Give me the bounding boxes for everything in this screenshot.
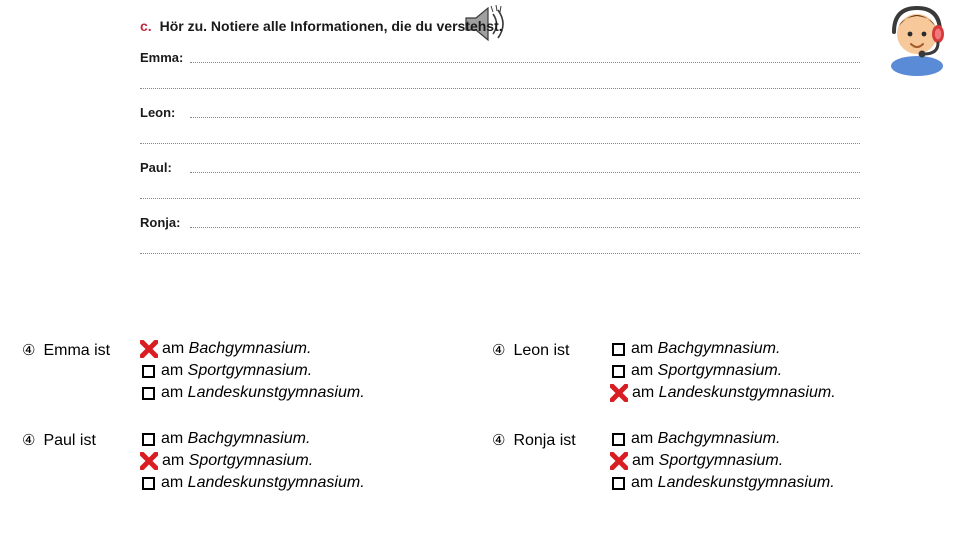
quiz-prompt: ④ Ronja ist xyxy=(492,430,612,492)
options-list: am Bachgymnasium. am Sportgymnasium. am … xyxy=(612,340,836,402)
quiz-cell-ronja: ④ Ronja ist am Bachgymnasium. am Sportgym… xyxy=(492,430,938,492)
instruction-text: Hör zu. Notiere alle Informationen, die … xyxy=(160,18,503,34)
checkbox-icon xyxy=(612,343,625,356)
option-landes: am Landeskunstgymnasium. xyxy=(612,474,835,492)
options-list: am Bachgymnasium. am Sportgymnasium. am … xyxy=(142,430,365,492)
writeline-label: Leon: xyxy=(140,105,190,120)
x-mark-icon xyxy=(140,340,158,358)
writeline-paul: Paul: xyxy=(140,160,860,175)
quiz-grid: ④ Emma ist am Bachgymnasium. am Sportgymn… xyxy=(22,340,938,492)
checkbox-icon xyxy=(142,477,155,490)
option-bach: am Bachgymnasium. xyxy=(142,340,365,358)
number-icon: ④ xyxy=(492,431,505,449)
writeline-label: Emma: xyxy=(140,50,190,65)
writeline-blank xyxy=(140,79,860,91)
checkbox-icon xyxy=(612,477,625,490)
number-icon: ④ xyxy=(492,341,505,359)
quiz-cell-paul: ④ Paul ist am Bachgymnasium. am Sportgymn… xyxy=(22,430,492,492)
writeline-blank xyxy=(140,244,860,256)
x-mark-icon xyxy=(610,452,628,470)
quiz-prompt: ④ Paul ist xyxy=(22,430,142,492)
number-icon: ④ xyxy=(22,341,35,359)
section-letter: c. xyxy=(140,18,152,34)
x-mark-icon xyxy=(610,384,628,402)
dotted-line xyxy=(190,108,860,118)
checkbox-icon xyxy=(612,365,625,378)
support-avatar-icon xyxy=(882,4,952,76)
writeline-blank xyxy=(140,134,860,146)
dotted-line xyxy=(140,189,860,199)
dotted-line xyxy=(190,163,860,173)
number-icon: ④ xyxy=(22,431,35,449)
writeline-ronja: Ronja: xyxy=(140,215,860,230)
option-sport: am Sportgymnasium. xyxy=(612,362,836,380)
writeline-emma: Emma: xyxy=(140,50,860,65)
checkbox-icon xyxy=(142,365,155,378)
option-sport: am Sportgymnasium. xyxy=(612,452,835,470)
quiz-cell-leon: ④ Leon ist am Bachgymnasium. am Sportgymn… xyxy=(492,340,938,402)
quiz-row: ④ Paul ist am Bachgymnasium. am Sportgymn… xyxy=(22,430,938,492)
prompt-text: Emma ist xyxy=(43,342,110,359)
checkbox-icon xyxy=(142,433,155,446)
option-bach: am Bachgymnasium. xyxy=(612,430,835,448)
prompt-text: Paul ist xyxy=(43,432,95,449)
writeline-blank xyxy=(140,189,860,201)
checkbox-icon xyxy=(142,387,155,400)
dotted-line xyxy=(190,218,860,228)
x-mark-icon xyxy=(140,452,158,470)
dotted-line xyxy=(140,134,860,144)
dotted-line xyxy=(140,79,860,89)
option-landes: am Landeskunstgymnasium. xyxy=(142,474,365,492)
options-list: am Bachgymnasium. am Sportgymnasium. am … xyxy=(612,430,835,492)
dotted-line xyxy=(140,244,860,254)
quiz-row: ④ Emma ist am Bachgymnasium. am Sportgymn… xyxy=(22,340,938,402)
option-sport: am Sportgymnasium. xyxy=(142,452,365,470)
prompt-text: Ronja ist xyxy=(513,432,575,449)
option-bach: am Bachgymnasium. xyxy=(142,430,365,448)
option-landes: am Landeskunstgymnasium. xyxy=(612,384,836,402)
options-list: am Bachgymnasium. am Sportgymnasium. am … xyxy=(142,340,365,402)
quiz-prompt: ④ Leon ist xyxy=(492,340,612,402)
option-bach: am Bachgymnasium. xyxy=(612,340,836,358)
quiz-cell-emma: ④ Emma ist am Bachgymnasium. am Sportgymn… xyxy=(22,340,492,402)
option-sport: am Sportgymnasium. xyxy=(142,362,365,380)
quiz-prompt: ④ Emma ist xyxy=(22,340,142,402)
writeline-label: Paul: xyxy=(140,160,190,175)
checkbox-icon xyxy=(612,433,625,446)
dotted-line xyxy=(190,53,860,63)
worksheet-area: c. Hör zu. Notiere alle Informationen, d… xyxy=(140,18,860,270)
writeline-label: Ronja: xyxy=(140,215,190,230)
option-landes: am Landeskunstgymnasium. xyxy=(142,384,365,402)
prompt-text: Leon ist xyxy=(513,342,569,359)
writeline-leon: Leon: xyxy=(140,105,860,120)
instruction-line: c. Hör zu. Notiere alle Informationen, d… xyxy=(140,18,860,34)
